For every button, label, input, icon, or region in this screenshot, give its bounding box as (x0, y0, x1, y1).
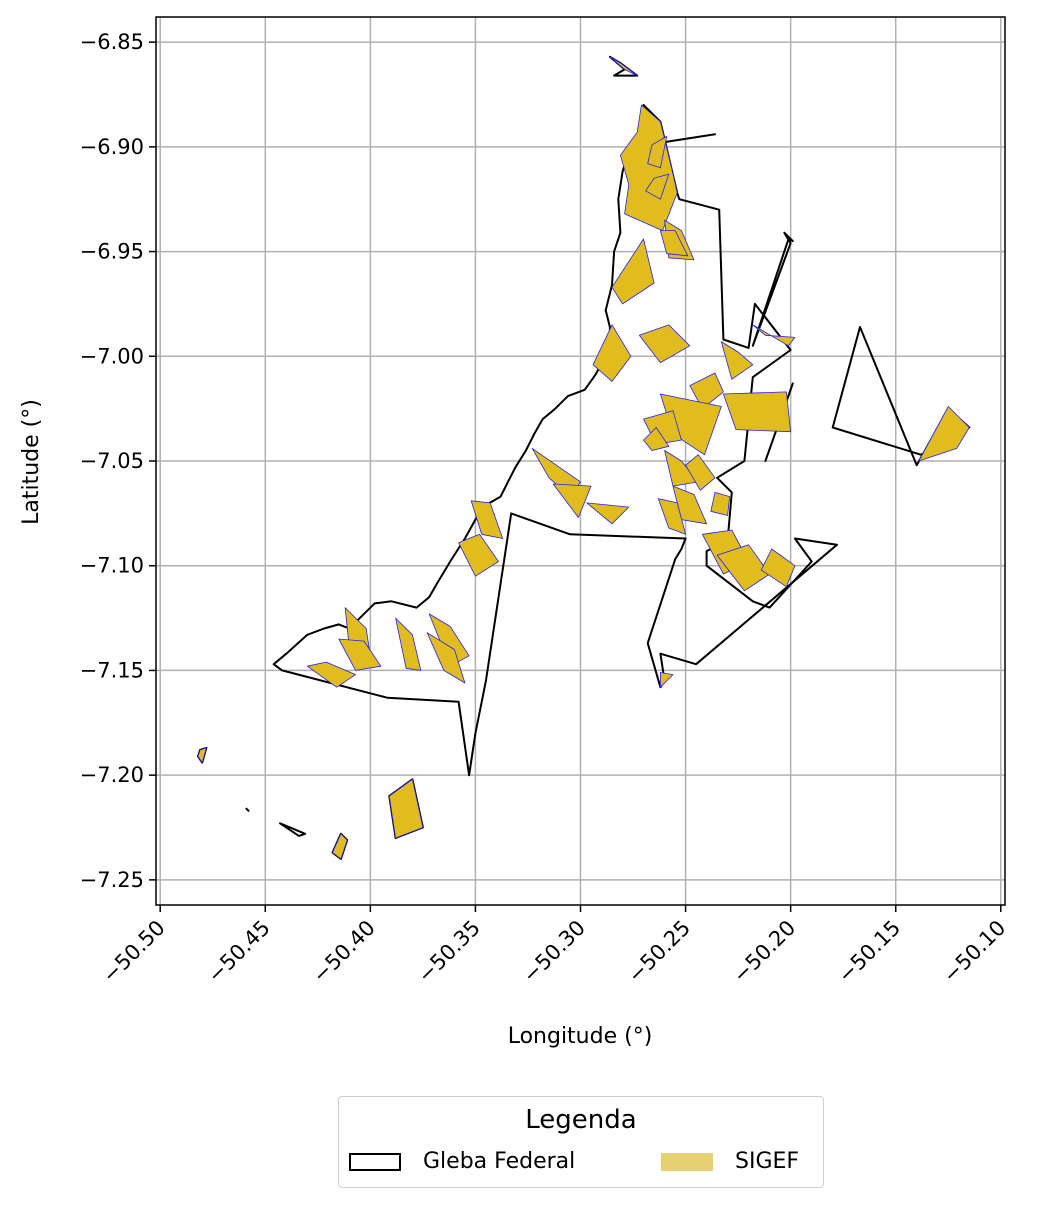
sigef-polygon-ne-1 (752, 324, 796, 347)
sigef-polygon-north-islet-fill (609, 56, 638, 76)
gleba-polygon-main-outline (272, 104, 838, 777)
sigef-polygon-mid-6 (685, 454, 716, 491)
legend-title: Legenda (525, 1105, 637, 1135)
x-tick-label-5: −50.25 (623, 916, 695, 988)
y-tick-label-5: −7.10 (80, 554, 144, 578)
sigef-polygon-far-east-fill (918, 406, 970, 462)
sigef-polygon-east-block (723, 391, 791, 433)
sigef-polygon-sw-5 (338, 638, 382, 671)
y-axis-label: Latitude (°) (19, 399, 44, 525)
x-tick-label-2: −50.40 (308, 916, 380, 988)
y-tick-label-4: −7.05 (80, 449, 144, 473)
x-tick-label-1: −50.45 (203, 916, 275, 988)
x-axis-label: Longitude (°) (508, 1024, 653, 1049)
sigef-polygon-mid-north-2 (611, 238, 655, 305)
legend-swatch-sigef (661, 1152, 713, 1171)
sigef-polygon-west-1 (470, 500, 504, 539)
legend-label-sigef: SIGEF (735, 1149, 800, 1174)
sigef-polygon-lower-right-3 (760, 548, 796, 588)
sigef-polygon-n-sub-1 (647, 135, 668, 169)
x-tick-label-0: −50.50 (98, 916, 170, 988)
sigef-polygon-n-sub-2 (645, 173, 670, 200)
sigef-polygon-sw-3 (395, 617, 422, 671)
map-figure: −50.50 −50.45 −50.40 −50.35 −50.30 −50.25 −50.… (19, 16, 1010, 1049)
x-tick-label-6: −50.20 (728, 916, 800, 988)
y-tick-label-6: −7.15 (80, 658, 144, 682)
sigef-polygon-center-1 (592, 324, 632, 382)
y-tick-label-0: −6.85 (80, 30, 144, 54)
y-tick-label-8: −7.25 (80, 868, 144, 892)
gleba-federal-layer (197, 55, 971, 860)
gleba-polygon-west-island-2 (245, 807, 250, 812)
sigef-polygon-mid-north-3 (660, 230, 689, 257)
sigef-polygon-south-tip-fill (660, 672, 674, 688)
y-tick-label-1: −6.90 (80, 135, 144, 159)
gleba-polygon-ne-strip (751, 231, 794, 347)
sigef-polygon-center-3 (720, 341, 754, 380)
x-tick-label-3: −50.35 (413, 916, 485, 988)
sigef-polygon-mid-8 (657, 498, 686, 535)
sigef-polygon-center-2 (638, 324, 691, 364)
x-tick-label-8: −50.10 (938, 916, 1010, 988)
legend-label-gleba: Gleba Federal (423, 1149, 576, 1174)
legend-entry-sigef: SIGEF (661, 1149, 799, 1174)
x-tick-label-7: −50.15 (833, 916, 905, 988)
y-axis-ticks: −6.85 −6.90 −6.95 −7.00 −7.05 −7.10 −7.15 −7.20… (80, 30, 156, 892)
sigef-polygon-south-island-fill (332, 833, 348, 860)
sigef-polygon-west-island-fill (197, 747, 207, 763)
sigef-polygon-n-block (620, 104, 678, 232)
sigef-polygon-south-box-fill (388, 778, 424, 839)
sigef-polygon-west-2 (458, 533, 499, 577)
y-tick-label-3: −7.00 (80, 344, 144, 368)
grid-lines (156, 17, 1005, 905)
sigef-polygon-sw-2 (426, 632, 466, 684)
x-axis-ticks: −50.50 −50.45 −50.40 −50.35 −50.30 −50.25 −50.… (98, 905, 1010, 988)
y-tick-label-7: −7.20 (80, 763, 144, 787)
sigef-polygon-mid-1 (689, 372, 724, 410)
legend-entry-gleba: Gleba Federal (349, 1149, 575, 1174)
sigef-polygon-mid-9 (710, 491, 731, 516)
sigef-polygon-west-center-2 (552, 483, 592, 518)
sigef-polygon-sw-6 (306, 661, 357, 688)
x-tick-label-4: −50.30 (518, 916, 590, 988)
legend-swatch-gleba (349, 1152, 401, 1171)
gleba-polygon-north-line (659, 133, 716, 144)
y-tick-label-2: −6.95 (80, 240, 144, 264)
gleba-polygon-west-island-3 (279, 822, 307, 837)
sigef-layer (197, 56, 970, 860)
legend: Legenda Gleba Federal SIGEF (338, 1096, 824, 1188)
sigef-polygon-mid-4 (643, 427, 670, 451)
sigef-polygon-west-center-3 (586, 502, 630, 525)
